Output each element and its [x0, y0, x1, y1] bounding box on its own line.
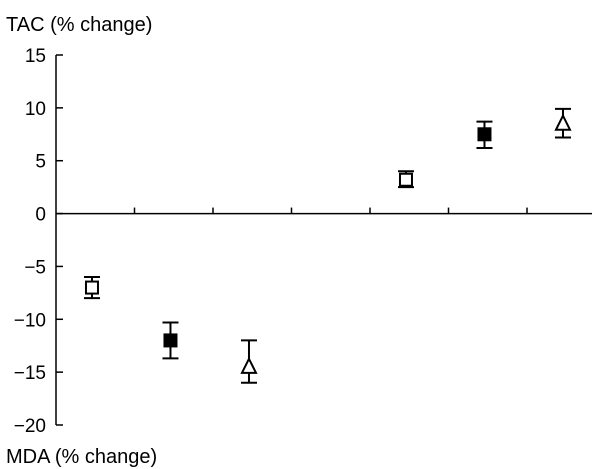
- data-point-open-triangle: [240, 356, 258, 374]
- data-point-open-square: [398, 172, 413, 187]
- y-tick-label: 5: [35, 152, 46, 173]
- y-tick-label: −20: [14, 416, 46, 437]
- y-tick-label: 10: [25, 99, 46, 120]
- y-tick-label: −10: [14, 310, 46, 331]
- y-tick-label: −5: [24, 257, 46, 278]
- data-point-open-square: [84, 280, 99, 295]
- y-tick-label: −15: [14, 363, 46, 384]
- y-tick-label: 15: [25, 46, 46, 67]
- data-point-open-triangle: [554, 113, 572, 131]
- y-tick-label: 0: [35, 205, 46, 226]
- data-point-filled-square: [163, 333, 178, 348]
- data-point-filled-square: [477, 127, 492, 142]
- y-axis-label-mda: MDA (% change): [6, 446, 158, 468]
- y-axis-label-tac: TAC (% change): [6, 14, 153, 36]
